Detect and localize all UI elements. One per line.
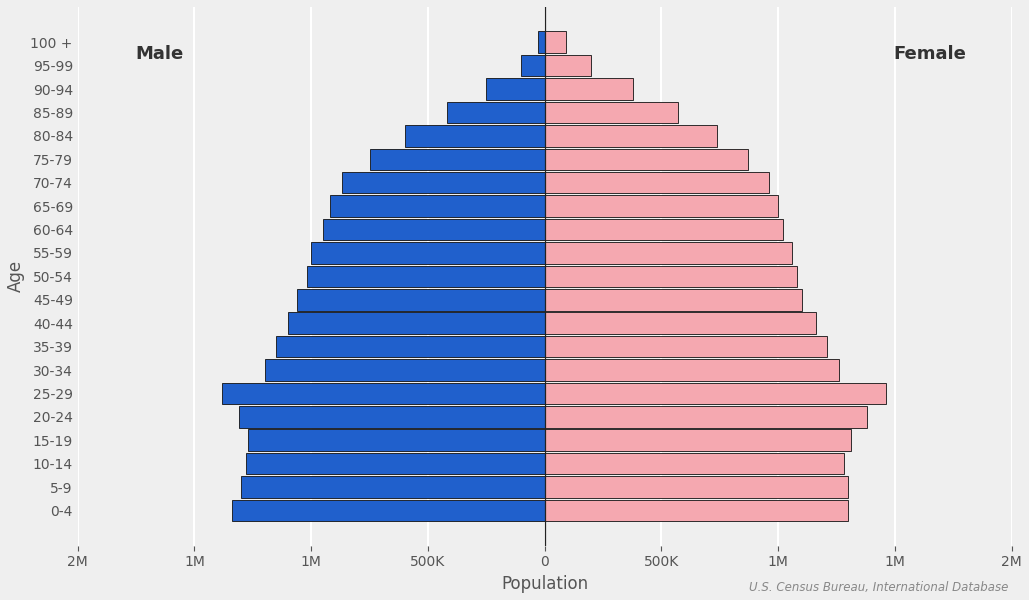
Bar: [276, 336, 544, 358]
Bar: [544, 78, 634, 100]
Bar: [544, 359, 839, 381]
Bar: [447, 101, 544, 123]
Bar: [544, 476, 848, 498]
Y-axis label: Age: Age: [7, 260, 25, 292]
Bar: [522, 55, 544, 76]
Bar: [246, 453, 544, 475]
Text: Male: Male: [136, 45, 183, 63]
Text: U.S. Census Bureau, International Database: U.S. Census Bureau, International Databa…: [749, 581, 1008, 594]
X-axis label: Population: Population: [501, 575, 589, 593]
Bar: [487, 78, 544, 100]
Bar: [544, 266, 796, 287]
Bar: [544, 219, 783, 241]
Bar: [544, 101, 678, 123]
Bar: [264, 359, 544, 381]
Bar: [544, 289, 802, 311]
Bar: [232, 500, 544, 521]
Bar: [297, 289, 544, 311]
Bar: [239, 406, 544, 428]
Bar: [342, 172, 544, 193]
Bar: [544, 336, 827, 358]
Bar: [544, 55, 592, 76]
Bar: [248, 430, 544, 451]
Bar: [544, 196, 778, 217]
Bar: [544, 453, 844, 475]
Bar: [538, 31, 544, 53]
Bar: [369, 149, 544, 170]
Text: Female: Female: [893, 45, 966, 63]
Bar: [307, 266, 544, 287]
Bar: [544, 125, 717, 146]
Bar: [544, 500, 848, 521]
Bar: [544, 149, 748, 170]
Bar: [544, 31, 566, 53]
Bar: [544, 406, 866, 428]
Bar: [404, 125, 544, 146]
Bar: [241, 476, 544, 498]
Bar: [222, 383, 544, 404]
Bar: [544, 242, 792, 264]
Bar: [323, 219, 544, 241]
Bar: [288, 313, 544, 334]
Bar: [311, 242, 544, 264]
Bar: [544, 383, 886, 404]
Bar: [544, 430, 851, 451]
Bar: [330, 196, 544, 217]
Bar: [544, 313, 816, 334]
Bar: [544, 172, 769, 193]
